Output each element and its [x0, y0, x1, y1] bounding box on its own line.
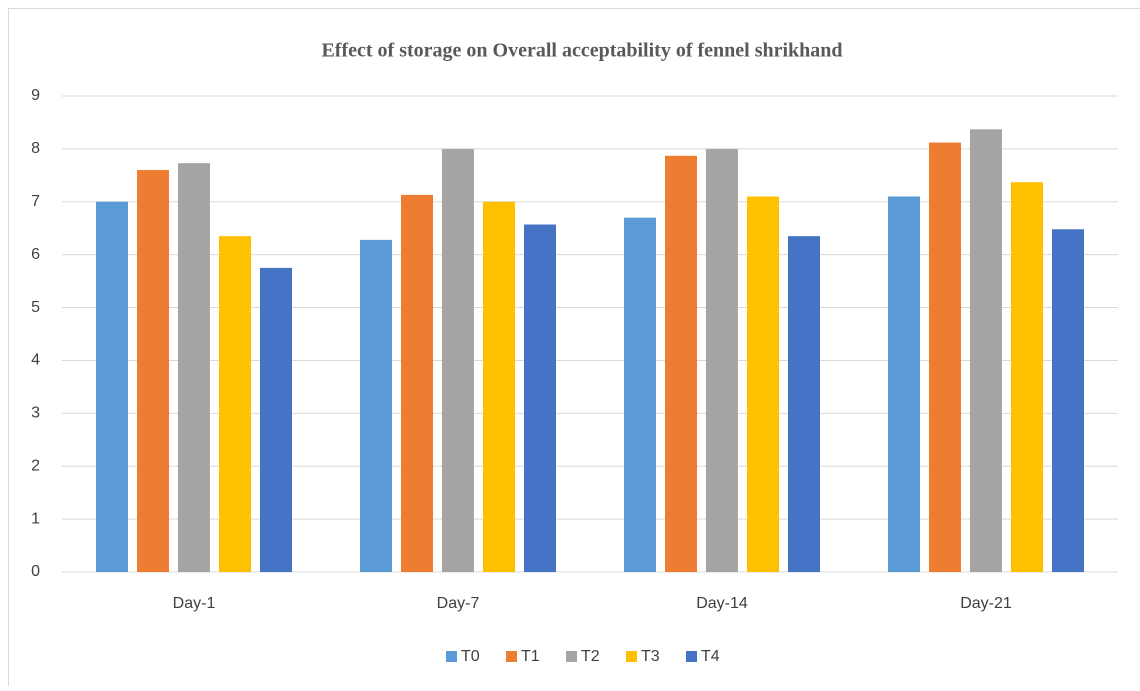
bar: [442, 149, 474, 572]
bar: [788, 236, 820, 572]
y-tick-label: 9: [31, 87, 40, 104]
bar: [360, 240, 392, 572]
y-tick-label: 6: [31, 246, 40, 263]
bar: [524, 225, 556, 572]
y-tick-label: 2: [31, 457, 40, 474]
bar: [96, 202, 128, 572]
bar: [1011, 182, 1043, 572]
bar: [483, 202, 515, 572]
bar: [706, 149, 738, 572]
y-tick-label: 7: [31, 193, 40, 210]
bar: [401, 195, 433, 572]
legend-label: T2: [581, 648, 600, 665]
bar: [1052, 229, 1084, 572]
x-tick-label: Day-21: [960, 595, 1012, 612]
legend-label: T1: [521, 648, 540, 665]
legend-swatch: [686, 651, 697, 662]
bar: [260, 268, 292, 572]
bar: [624, 218, 656, 572]
bar: [178, 163, 210, 572]
legend-swatch: [506, 651, 517, 662]
y-tick-label: 5: [31, 299, 40, 316]
y-tick-label: 8: [31, 140, 40, 157]
legend-swatch: [626, 651, 637, 662]
x-tick-label: Day-7: [437, 595, 480, 612]
legend-label: T0: [461, 648, 480, 665]
x-tick-label: Day-1: [173, 595, 216, 612]
y-tick-label: 4: [31, 352, 40, 369]
legend-label: T3: [641, 648, 660, 665]
bar: [888, 196, 920, 572]
bar: [929, 143, 961, 572]
legend-swatch: [446, 651, 457, 662]
bar: [747, 196, 779, 572]
y-tick-label: 1: [31, 510, 40, 527]
chart-title: Effect of storage on Overall acceptabili…: [321, 40, 842, 62]
bar: [219, 236, 251, 572]
bar: [665, 156, 697, 572]
bar: [970, 129, 1002, 572]
bar: [137, 170, 169, 572]
y-tick-label: 3: [31, 405, 40, 422]
y-tick-label: 0: [31, 563, 40, 580]
legend-label: T4: [701, 648, 720, 665]
legend-swatch: [566, 651, 577, 662]
x-tick-label: Day-14: [696, 595, 748, 612]
